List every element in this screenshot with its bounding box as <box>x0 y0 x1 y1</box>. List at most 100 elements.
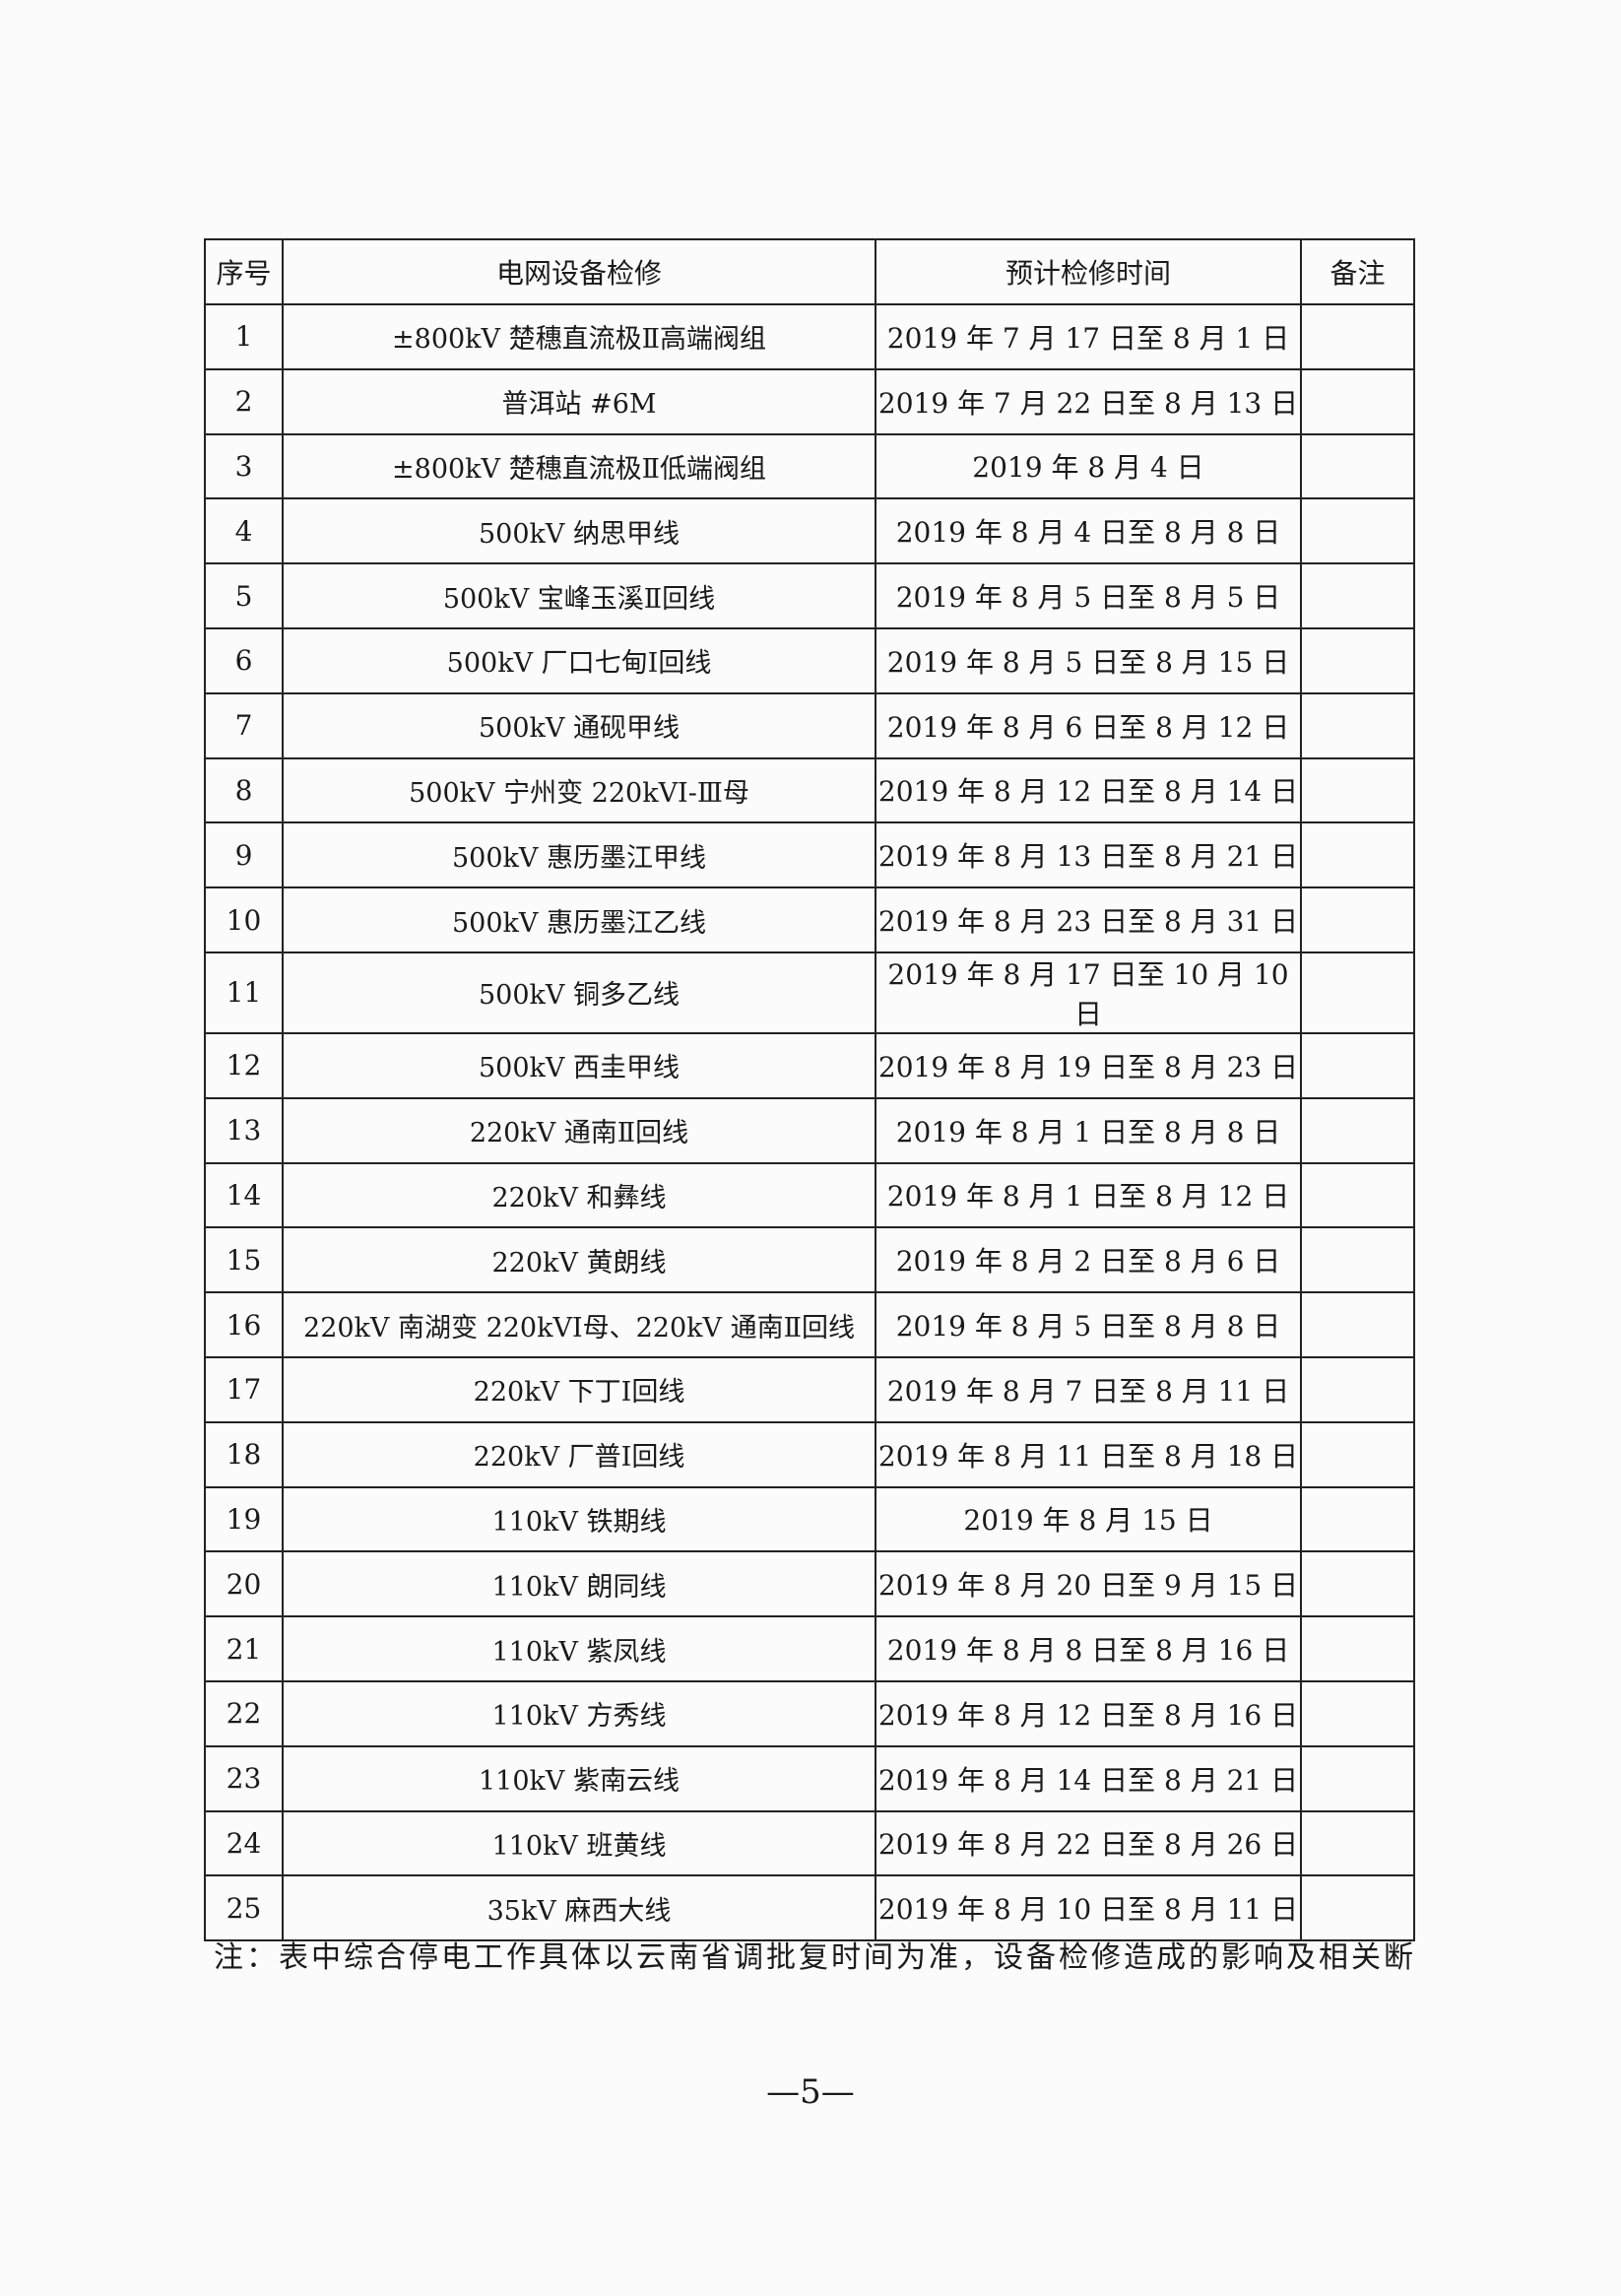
cell-remark <box>1300 562 1415 629</box>
cell-remark <box>1300 1355 1415 1423</box>
cell-time: 2019 年 8 月 6 日至 8 月 12 日 <box>875 691 1302 759</box>
cell-time: 2019 年 8 月 13 日至 8 月 21 日 <box>875 821 1302 889</box>
header-time: 预计检修时间 <box>875 238 1302 305</box>
cell-equipment: 110kV 紫凤线 <box>282 1615 876 1682</box>
cell-time: 2019 年 8 月 20 日至 9 月 15 日 <box>875 1550 1302 1618</box>
table-row: 11 500kV 铜多乙线 2019 年 8 月 17 日至 10 月 10 日 <box>204 951 1415 1034</box>
cell-remark <box>1300 432 1415 500</box>
table-header-row: 序号 电网设备检修 预计检修时间 备注 <box>204 238 1415 305</box>
cell-remark <box>1300 303 1415 370</box>
table-row: 25 35kV 麻西大线 2019 年 8 月 10 日至 8 月 11 日 <box>204 1874 1415 1942</box>
table-row: 12 500kV 西圭甲线 2019 年 8 月 19 日至 8 月 23 日 <box>204 1031 1415 1099</box>
cell-time: 2019 年 8 月 12 日至 8 月 14 日 <box>875 756 1302 824</box>
table-row: 22 110kV 方秀线 2019 年 8 月 12 日至 8 月 16 日 <box>204 1679 1415 1747</box>
cell-no: 21 <box>204 1615 284 1682</box>
table-row: 15 220kV 黄朗线 2019 年 8 月 2 日至 8 月 6 日 <box>204 1226 1415 1294</box>
table-row: 2 普洱站 #6M 2019 年 7 月 22 日至 8 月 13 日 <box>204 367 1415 435</box>
table-row: 1 ±800kV 楚穗直流极Ⅱ高端阀组 2019 年 7 月 17 日至 8 月 1… <box>204 303 1415 370</box>
cell-no: 10 <box>204 886 284 953</box>
cell-time: 2019 年 8 月 5 日至 8 月 15 日 <box>875 626 1302 694</box>
table-row: 5 500kV 宝峰玉溪Ⅱ回线 2019 年 8 月 5 日至 8 月 5 日 <box>204 562 1415 629</box>
cell-time: 2019 年 8 月 11 日至 8 月 18 日 <box>875 1420 1302 1488</box>
cell-remark <box>1300 1874 1415 1942</box>
header-equipment: 电网设备检修 <box>282 238 876 305</box>
cell-equipment: 110kV 方秀线 <box>282 1679 876 1747</box>
table-row: 20 110kV 朗同线 2019 年 8 月 20 日至 9 月 15 日 <box>204 1550 1415 1618</box>
cell-equipment: 500kV 惠历墨江甲线 <box>282 821 876 889</box>
cell-no: 15 <box>204 1226 284 1294</box>
cell-no: 17 <box>204 1355 284 1423</box>
table-row: 14 220kV 和彝线 2019 年 8 月 1 日至 8 月 12 日 <box>204 1161 1415 1229</box>
cell-equipment: 220kV 南湖变 220kVⅠ母、220kV 通南Ⅱ回线 <box>282 1291 876 1358</box>
table-row: 8 500kV 宁州变 220kVⅠ-Ⅲ母 2019 年 8 月 12 日至 8 月… <box>204 756 1415 824</box>
cell-remark <box>1300 691 1415 759</box>
cell-no: 3 <box>204 432 284 500</box>
cell-time: 2019 年 8 月 17 日至 10 月 10 日 <box>875 951 1302 1034</box>
cell-time: 2019 年 8 月 4 日 <box>875 432 1302 500</box>
cell-equipment: 220kV 厂普Ⅰ回线 <box>282 1420 876 1488</box>
cell-equipment: 35kV 麻西大线 <box>282 1874 876 1942</box>
cell-no: 6 <box>204 626 284 694</box>
cell-remark <box>1300 1096 1415 1164</box>
table-row: 24 110kV 班黄线 2019 年 8 月 22 日至 8 月 26 日 <box>204 1809 1415 1877</box>
cell-no: 9 <box>204 821 284 889</box>
cell-time: 2019 年 7 月 17 日至 8 月 1 日 <box>875 303 1302 370</box>
cell-equipment: 220kV 和彝线 <box>282 1161 876 1229</box>
cell-remark <box>1300 1485 1415 1553</box>
cell-time: 2019 年 8 月 4 日至 8 月 8 日 <box>875 497 1302 565</box>
cell-time: 2019 年 8 月 12 日至 8 月 16 日 <box>875 1679 1302 1747</box>
table-row: 10 500kV 惠历墨江乙线 2019 年 8 月 23 日至 8 月 31 日 <box>204 886 1415 953</box>
cell-equipment: ±800kV 楚穗直流极Ⅱ高端阀组 <box>282 303 876 370</box>
cell-equipment: 500kV 厂口七甸Ⅰ回线 <box>282 626 876 694</box>
cell-equipment: 500kV 铜多乙线 <box>282 951 876 1034</box>
cell-no: 25 <box>204 1874 284 1942</box>
cell-no: 13 <box>204 1096 284 1164</box>
cell-remark <box>1300 1161 1415 1229</box>
cell-remark <box>1300 1031 1415 1099</box>
cell-equipment: 110kV 紫南云线 <box>282 1744 876 1812</box>
cell-remark <box>1300 1615 1415 1682</box>
cell-remark <box>1300 1226 1415 1294</box>
cell-time: 2019 年 8 月 10 日至 8 月 11 日 <box>875 1874 1302 1942</box>
cell-remark <box>1300 756 1415 824</box>
cell-no: 22 <box>204 1679 284 1747</box>
table-row: 7 500kV 通砚甲线 2019 年 8 月 6 日至 8 月 12 日 <box>204 691 1415 759</box>
cell-equipment: 普洱站 #6M <box>282 367 876 435</box>
table-row: 23 110kV 紫南云线 2019 年 8 月 14 日至 8 月 21 日 <box>204 1744 1415 1812</box>
cell-time: 2019 年 8 月 5 日至 8 月 8 日 <box>875 1291 1302 1358</box>
cell-time: 2019 年 8 月 15 日 <box>875 1485 1302 1553</box>
page-number: —5— <box>766 2072 855 2112</box>
cell-remark <box>1300 821 1415 889</box>
cell-equipment: 110kV 班黄线 <box>282 1809 876 1877</box>
cell-equipment: 500kV 宝峰玉溪Ⅱ回线 <box>282 562 876 629</box>
cell-remark <box>1300 1809 1415 1877</box>
table-row: 13 220kV 通南Ⅱ回线 2019 年 8 月 1 日至 8 月 8 日 <box>204 1096 1415 1164</box>
cell-equipment: 500kV 纳思甲线 <box>282 497 876 565</box>
cell-time: 2019 年 8 月 2 日至 8 月 6 日 <box>875 1226 1302 1294</box>
cell-no: 2 <box>204 367 284 435</box>
cell-no: 4 <box>204 497 284 565</box>
header-remark: 备注 <box>1300 238 1415 305</box>
cell-remark <box>1300 1291 1415 1358</box>
table-row: 21 110kV 紫凤线 2019 年 8 月 8 日至 8 月 16 日 <box>204 1615 1415 1682</box>
cell-time: 2019 年 7 月 22 日至 8 月 13 日 <box>875 367 1302 435</box>
cell-equipment: 500kV 宁州变 220kVⅠ-Ⅲ母 <box>282 756 876 824</box>
header-no: 序号 <box>204 238 284 305</box>
cell-time: 2019 年 8 月 7 日至 8 月 11 日 <box>875 1355 1302 1423</box>
cell-remark <box>1300 1679 1415 1747</box>
cell-time: 2019 年 8 月 1 日至 8 月 12 日 <box>875 1161 1302 1229</box>
cell-no: 12 <box>204 1031 284 1099</box>
table-row: 18 220kV 厂普Ⅰ回线 2019 年 8 月 11 日至 8 月 18 日 <box>204 1420 1415 1488</box>
cell-no: 8 <box>204 756 284 824</box>
cell-no: 11 <box>204 951 284 1034</box>
cell-equipment: 220kV 黄朗线 <box>282 1226 876 1294</box>
cell-no: 14 <box>204 1161 284 1229</box>
cell-time: 2019 年 8 月 14 日至 8 月 21 日 <box>875 1744 1302 1812</box>
cell-equipment: 220kV 通南Ⅱ回线 <box>282 1096 876 1164</box>
cell-no: 18 <box>204 1420 284 1488</box>
table-row: 16 220kV 南湖变 220kVⅠ母、220kV 通南Ⅱ回线 2019 年 8 … <box>204 1291 1415 1358</box>
cell-time: 2019 年 8 月 8 日至 8 月 16 日 <box>875 1615 1302 1682</box>
cell-equipment: 500kV 西圭甲线 <box>282 1031 876 1099</box>
cell-no: 7 <box>204 691 284 759</box>
table-row: 9 500kV 惠历墨江甲线 2019 年 8 月 13 日至 8 月 21 日 <box>204 821 1415 889</box>
